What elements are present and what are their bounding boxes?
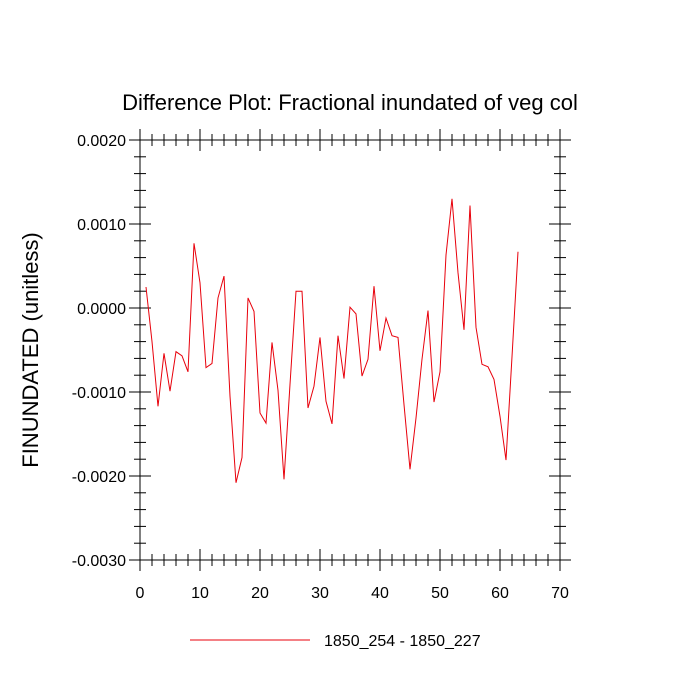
- plot-border: [139, 139, 561, 561]
- y-tick-label: -0.0030: [72, 553, 126, 570]
- x-tick-label: 40: [371, 585, 389, 602]
- x-tick-label: 50: [431, 585, 449, 602]
- x-tick-label: 20: [251, 585, 269, 602]
- y-tick-label: 0.0020: [77, 133, 126, 150]
- x-tick-label: 30: [311, 585, 329, 602]
- chart-title: Difference Plot: Fractional inundated of…: [122, 90, 578, 115]
- x-tick-label: 60: [491, 585, 509, 602]
- x-tick-label: 10: [191, 585, 209, 602]
- legend: 1850_254 - 1850_227: [190, 633, 481, 650]
- y-tick-label: -0.0010: [72, 385, 126, 402]
- y-tick-label: 0.0010: [77, 217, 126, 234]
- plot-frame: [139, 139, 561, 561]
- y-axis-label: FINUNDATED (unitless): [18, 232, 43, 468]
- legend-label: 1850_254 - 1850_227: [324, 633, 481, 650]
- axis-tick-labels: 0 10 20 30 40 50 60 70 -0.0030 -0.0020 -0.0010 0.00…: [72, 133, 569, 602]
- series-line: [145, 198, 519, 483]
- axis-ticks: [129, 129, 571, 571]
- series-layer: [145, 198, 519, 483]
- x-tick-label: 70: [551, 585, 569, 602]
- y-tick-label: -0.0020: [72, 469, 126, 486]
- x-tick-label: 0: [136, 585, 145, 602]
- y-tick-label: 0.0000: [77, 301, 126, 318]
